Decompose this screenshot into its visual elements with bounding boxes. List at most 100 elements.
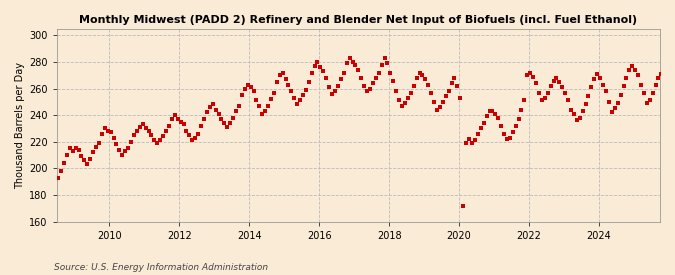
Point — [411, 76, 422, 80]
Point — [286, 89, 296, 94]
Point — [460, 141, 471, 145]
Point — [143, 129, 154, 133]
Point — [161, 129, 171, 133]
Point — [324, 85, 335, 89]
Point — [519, 98, 530, 103]
Point — [300, 88, 311, 92]
Point — [668, 125, 675, 129]
Point — [227, 116, 238, 120]
Point — [656, 72, 667, 76]
Point — [452, 84, 463, 88]
Point — [417, 73, 428, 77]
Text: Source: U.S. Energy Information Administration: Source: U.S. Energy Information Administ… — [54, 263, 268, 272]
Point — [155, 138, 165, 143]
Point — [74, 148, 84, 152]
Point — [531, 81, 541, 85]
Y-axis label: Thousand Barrels per Day: Thousand Barrels per Day — [15, 62, 25, 189]
Point — [446, 81, 457, 85]
Point — [219, 121, 230, 125]
Point — [210, 108, 221, 112]
Point — [577, 109, 588, 113]
Point — [198, 117, 209, 121]
Point — [388, 78, 399, 83]
Point — [321, 76, 331, 80]
Point — [568, 112, 579, 116]
Point — [128, 133, 139, 137]
Point — [358, 84, 369, 88]
Point — [99, 126, 110, 131]
Point — [481, 114, 492, 119]
Point — [205, 105, 215, 109]
Point — [391, 89, 402, 94]
Point — [140, 126, 151, 131]
Point — [542, 90, 553, 95]
Point — [405, 90, 416, 95]
Point — [190, 136, 200, 140]
Point — [82, 162, 92, 167]
Point — [408, 84, 419, 88]
Point — [475, 126, 486, 131]
Point — [132, 129, 142, 133]
Point — [76, 154, 87, 159]
Point — [327, 92, 338, 96]
Point — [449, 76, 460, 80]
Point — [53, 175, 63, 180]
Point — [176, 120, 186, 124]
Point — [641, 101, 652, 105]
Point — [342, 61, 352, 65]
Point — [495, 123, 506, 128]
Point — [187, 138, 198, 143]
Point — [315, 65, 326, 69]
Point — [59, 161, 70, 165]
Point — [298, 93, 308, 97]
Point — [420, 77, 431, 81]
Point — [443, 89, 454, 94]
Point — [464, 137, 475, 141]
Point — [601, 89, 612, 94]
Point — [630, 68, 641, 72]
Point — [435, 105, 446, 109]
Point — [440, 94, 451, 99]
Point — [458, 204, 468, 208]
Point — [479, 121, 489, 125]
Point — [510, 123, 521, 128]
Point — [260, 109, 271, 113]
Point — [169, 113, 180, 117]
Point — [437, 100, 448, 104]
Point — [274, 73, 285, 77]
Point — [516, 108, 527, 112]
Point — [312, 60, 323, 64]
Point — [522, 73, 533, 77]
Point — [545, 84, 556, 88]
Point — [580, 102, 591, 107]
Point — [566, 108, 576, 112]
Point — [586, 85, 597, 89]
Point — [213, 112, 224, 116]
Point — [338, 70, 349, 75]
Point — [400, 101, 410, 105]
Point — [487, 109, 497, 113]
Point — [627, 64, 638, 68]
Point — [499, 132, 510, 136]
Point — [493, 116, 504, 120]
Point — [396, 104, 407, 108]
Point — [644, 98, 655, 103]
Point — [353, 68, 364, 72]
Point — [563, 98, 574, 103]
Point — [254, 104, 265, 108]
Point — [455, 96, 466, 100]
Point — [236, 93, 247, 97]
Point — [426, 90, 437, 95]
Point — [385, 70, 396, 75]
Point — [639, 90, 649, 95]
Point — [280, 77, 291, 81]
Point — [234, 104, 244, 108]
Point — [394, 98, 404, 103]
Point — [70, 146, 81, 151]
Point — [402, 96, 413, 100]
Point — [373, 70, 384, 75]
Point — [240, 86, 250, 91]
Point — [603, 100, 614, 104]
Point — [598, 82, 609, 87]
Point — [271, 80, 282, 84]
